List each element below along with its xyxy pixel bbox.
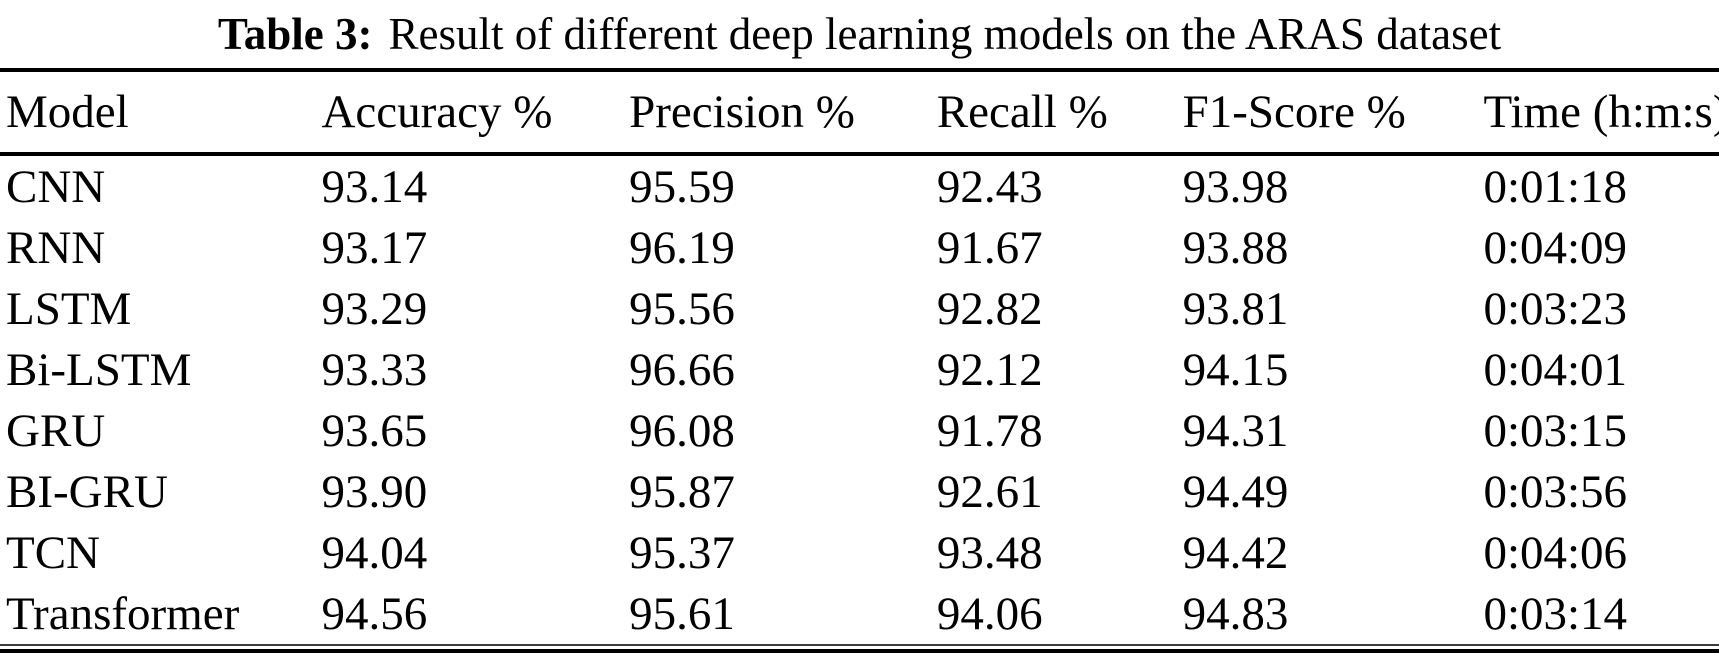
precision-cell: 96.19 — [629, 221, 735, 274]
header-row: Model Accuracy % Precision % Recall % F1… — [0, 70, 1719, 156]
accuracy-cell: 93.14 — [321, 160, 428, 213]
precision-cell: 95.61 — [629, 587, 735, 640]
time-cell: 0:04:01 — [1483, 343, 1628, 396]
column-header-precision: Precision % — [629, 70, 937, 156]
bottom-rule-thick — [0, 649, 1719, 653]
accuracy-cell: 93.17 — [321, 221, 428, 274]
recall-cell: 91.78 — [936, 404, 1043, 457]
model-name-cell: RNN — [6, 221, 106, 274]
precision-cell: 96.66 — [629, 343, 735, 396]
column-header-accuracy: Accuracy % — [321, 70, 630, 156]
precision-cell: 95.37 — [629, 526, 735, 579]
accuracy-cell: 93.29 — [321, 282, 428, 335]
recall-cell: 92.43 — [936, 160, 1043, 213]
table-row: LSTM 93.29 95.56 92.82 93.81 0:03:23 — [0, 278, 1719, 339]
time-cell: 0:03:15 — [1483, 404, 1628, 457]
table-caption: Table 3: Result of different deep learni… — [0, 0, 1719, 68]
recall-cell: 92.61 — [936, 465, 1043, 518]
table-row: BI-GRU 93.90 95.87 92.61 94.49 0:03:56 — [0, 461, 1719, 522]
f1score-cell: 94.31 — [1182, 404, 1289, 457]
model-name-cell: Transformer — [6, 587, 240, 640]
recall-cell: 94.06 — [936, 587, 1043, 640]
model-name-cell: TCN — [6, 526, 100, 579]
time-cell: 0:01:18 — [1483, 160, 1628, 213]
precision-cell: 96.08 — [629, 404, 735, 457]
table-row: RNN 93.17 96.19 91.67 93.88 0:04:09 — [0, 217, 1719, 278]
f1score-cell: 94.49 — [1182, 465, 1289, 518]
column-header-f1score: F1-Score % — [1182, 70, 1484, 156]
model-name-cell: BI-GRU — [6, 465, 168, 518]
recall-cell: 92.82 — [936, 282, 1043, 335]
table-body: CNN 93.14 95.59 92.43 93.98 0:01:18 RNN … — [0, 154, 1719, 644]
precision-cell: 95.87 — [629, 465, 735, 518]
accuracy-cell: 93.90 — [321, 465, 428, 518]
table-caption-label: Table 3: — [217, 9, 373, 59]
column-header-time: Time (h:m:s) — [1483, 70, 1719, 156]
table-row: CNN 93.14 95.59 92.43 93.98 0:01:18 — [0, 154, 1719, 217]
table-row: Transformer 94.56 95.61 94.06 94.83 0:03… — [0, 583, 1719, 644]
table-row: TCN 94.04 95.37 93.48 94.42 0:04:06 — [0, 522, 1719, 583]
time-cell: 0:03:23 — [1483, 282, 1628, 335]
f1score-cell: 93.81 — [1182, 282, 1289, 335]
model-name-cell: LSTM — [6, 282, 132, 335]
model-name-cell: CNN — [6, 160, 106, 213]
precision-cell: 95.59 — [629, 160, 735, 213]
accuracy-cell: 93.33 — [321, 343, 428, 396]
time-cell: 0:04:06 — [1483, 526, 1628, 579]
f1score-cell: 93.98 — [1182, 160, 1289, 213]
recall-cell: 91.67 — [936, 221, 1043, 274]
table-row: Bi-LSTM 93.33 96.66 92.12 94.15 0:04:01 — [0, 339, 1719, 400]
column-header-recall: Recall % — [936, 70, 1183, 156]
accuracy-cell: 94.56 — [321, 587, 428, 640]
f1score-cell: 94.15 — [1182, 343, 1289, 396]
f1score-cell: 93.88 — [1182, 221, 1289, 274]
time-cell: 0:03:56 — [1483, 465, 1628, 518]
table-row: GRU 93.65 96.08 91.78 94.31 0:03:15 — [0, 400, 1719, 461]
accuracy-cell: 93.65 — [321, 404, 428, 457]
model-name-cell: GRU — [6, 404, 106, 457]
recall-cell: 93.48 — [936, 526, 1043, 579]
column-header-model: Model — [0, 70, 322, 156]
table-caption-text: Result of different deep learning models… — [388, 9, 1502, 59]
recall-cell: 92.12 — [936, 343, 1043, 396]
model-name-cell: Bi-LSTM — [6, 343, 192, 396]
time-cell: 0:04:09 — [1483, 221, 1628, 274]
time-cell: 0:03:14 — [1483, 587, 1628, 640]
accuracy-cell: 94.04 — [321, 526, 428, 579]
results-table: Model Accuracy % Precision % Recall % F1… — [0, 68, 1719, 644]
precision-cell: 95.56 — [629, 282, 735, 335]
table-header: Model Accuracy % Precision % Recall % F1… — [0, 70, 1719, 156]
f1score-cell: 94.42 — [1182, 526, 1289, 579]
bottom-rule-thin — [0, 644, 1719, 646]
f1score-cell: 94.83 — [1182, 587, 1289, 640]
